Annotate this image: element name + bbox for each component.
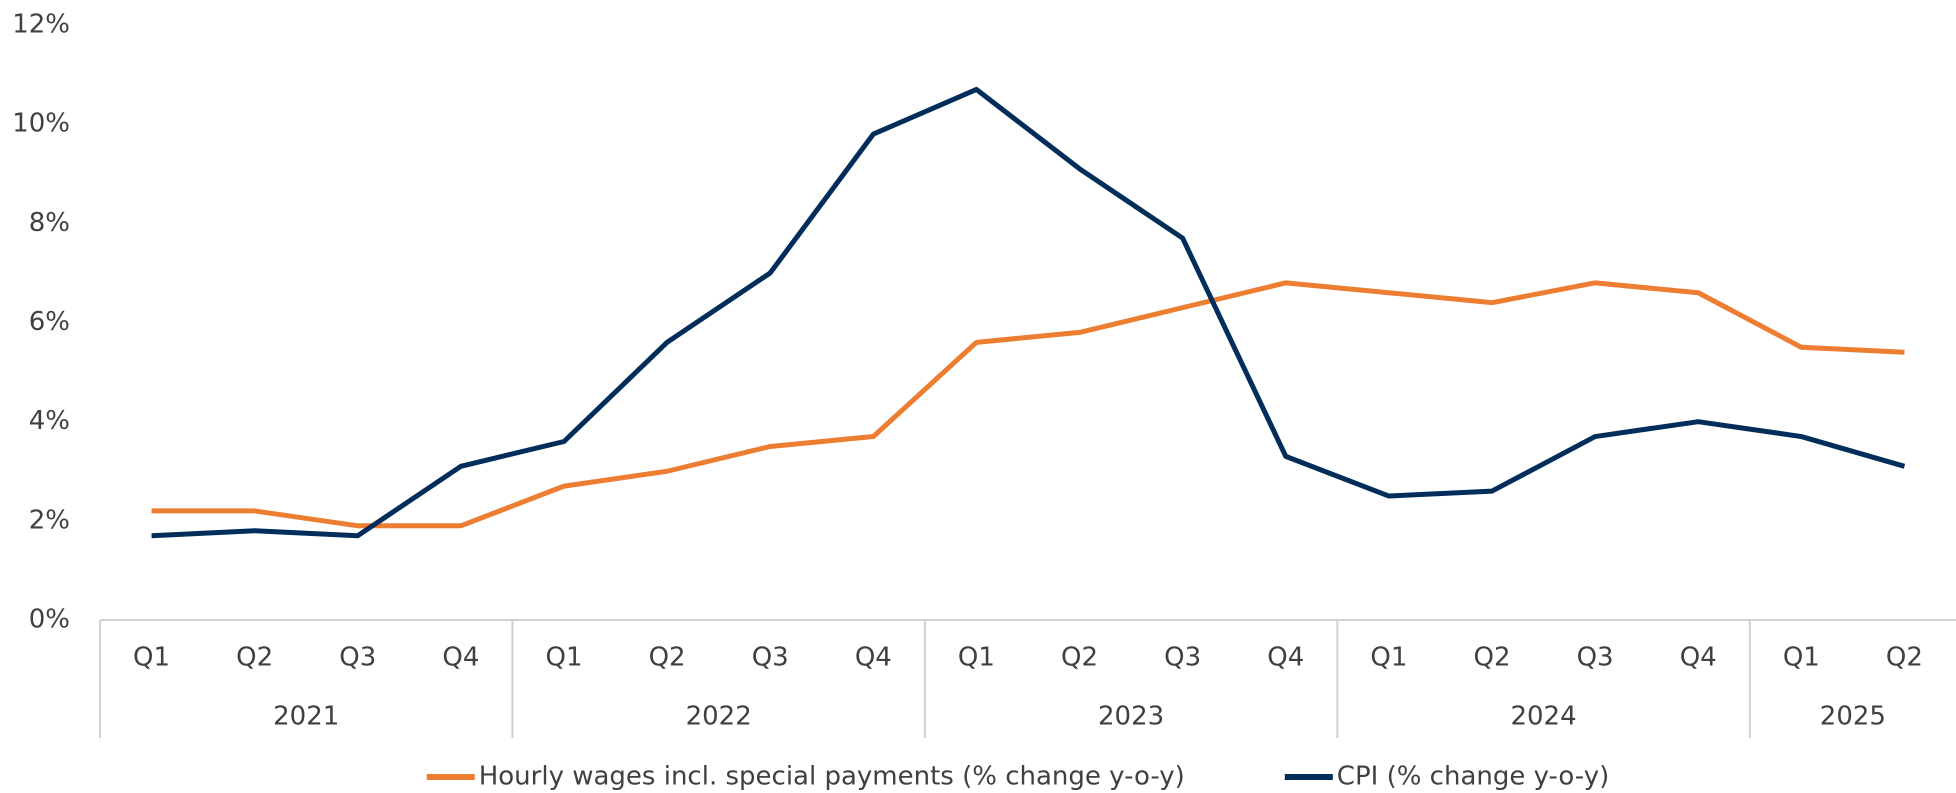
x-tick-label: Q3 — [339, 643, 376, 673]
y-tick-label: 12% — [12, 10, 70, 40]
legend-label: Hourly wages incl. special payments (% c… — [479, 762, 1185, 792]
y-tick-label: 10% — [12, 109, 70, 139]
x-tick-label: Q4 — [1680, 643, 1717, 673]
group-label: 2025 — [1820, 702, 1886, 732]
group-label: 2024 — [1510, 702, 1576, 732]
x-tick-label: Q2 — [236, 643, 273, 673]
y-tick-label: 6% — [29, 307, 70, 337]
data-line — [151, 280, 1905, 529]
legend-label: CPI (% change y-o-y) — [1337, 762, 1609, 792]
y-tick-label: 0% — [29, 605, 70, 635]
x-tick-label: Q1 — [545, 643, 582, 673]
x-tick-label: Q4 — [442, 643, 479, 673]
x-tick-label: Q3 — [1164, 643, 1201, 673]
group-label: 2022 — [686, 702, 752, 732]
x-tick-label: Q4 — [855, 643, 892, 673]
x-tick-label: Q1 — [1370, 643, 1407, 673]
x-tick-label: Q4 — [1267, 643, 1304, 673]
x-tick-label: Q3 — [1577, 643, 1614, 673]
x-tick-label: Q2 — [1473, 643, 1510, 673]
data-line — [151, 86, 1906, 539]
x-tick-label: Q1 — [1783, 643, 1820, 673]
group-label: 2023 — [1098, 702, 1164, 732]
x-tick-label: Q2 — [1061, 643, 1098, 673]
y-tick-label: 4% — [29, 406, 70, 436]
group-label: 2021 — [273, 702, 339, 732]
x-tick-label: Q2 — [649, 643, 686, 673]
x-tick-label: Q2 — [1886, 643, 1923, 673]
y-tick-label: 8% — [29, 208, 70, 238]
x-tick-label: Q1 — [958, 643, 995, 673]
y-tick-label: 2% — [29, 505, 70, 535]
x-tick-label: Q1 — [133, 643, 170, 673]
x-tick-label: Q3 — [752, 643, 789, 673]
